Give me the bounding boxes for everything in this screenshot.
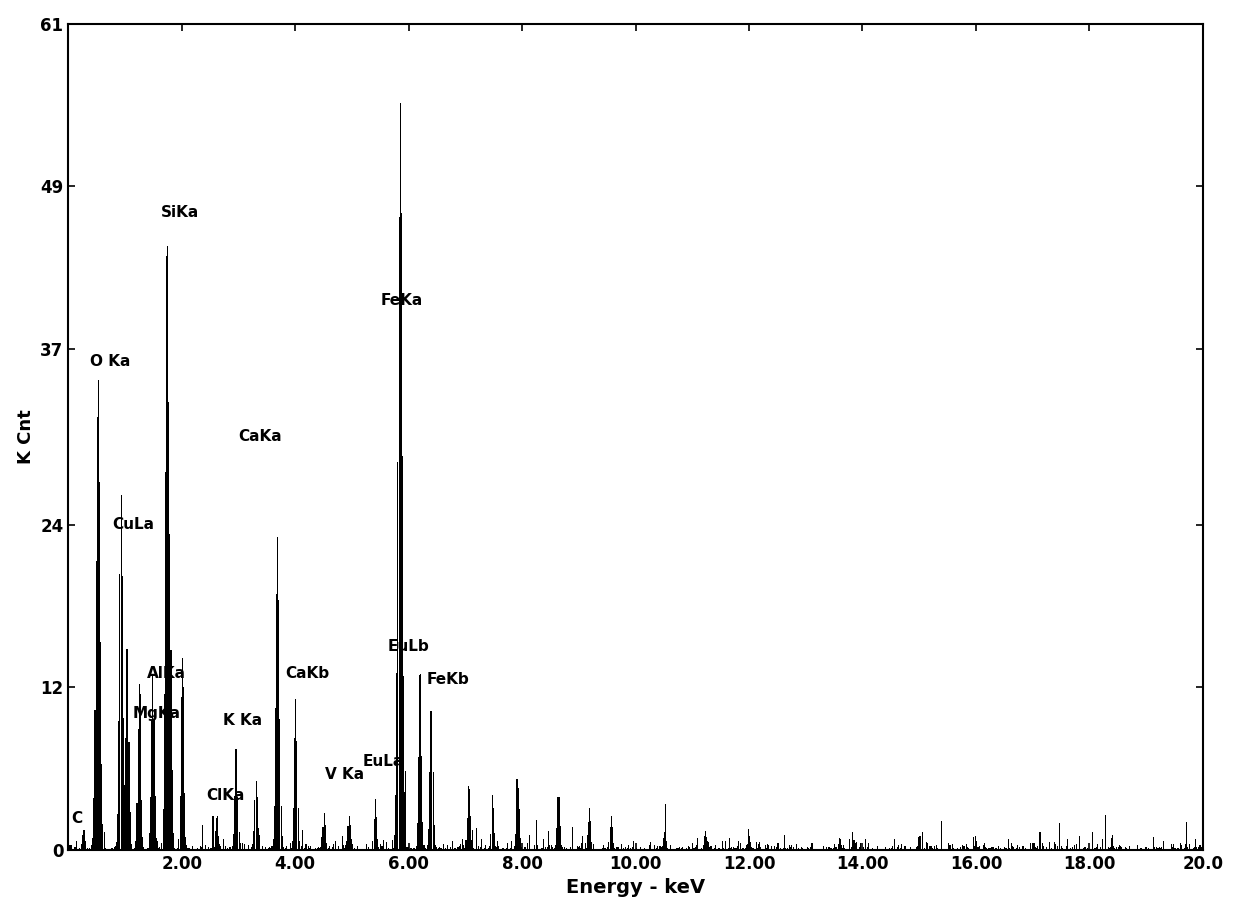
- Text: CaKb: CaKb: [285, 665, 329, 681]
- Text: K Ka: K Ka: [223, 713, 263, 728]
- Text: EuLb: EuLb: [387, 639, 429, 654]
- Y-axis label: K Cnt: K Cnt: [16, 409, 35, 464]
- Text: CuLa: CuLa: [113, 516, 155, 532]
- Text: FeKa: FeKa: [381, 293, 423, 308]
- Text: V Ka: V Ka: [325, 767, 363, 782]
- Text: FeKb: FeKb: [427, 673, 470, 687]
- Text: SiKa: SiKa: [161, 205, 200, 220]
- Text: C: C: [71, 811, 82, 825]
- Text: ClKa: ClKa: [206, 788, 244, 802]
- Text: MgKa: MgKa: [133, 707, 181, 721]
- Text: AlKa: AlKa: [146, 665, 186, 681]
- X-axis label: Energy - keV: Energy - keV: [565, 878, 706, 898]
- Text: CaKa: CaKa: [238, 429, 283, 443]
- Text: O Ka: O Ka: [89, 354, 130, 369]
- Text: EuLa: EuLa: [362, 754, 403, 769]
